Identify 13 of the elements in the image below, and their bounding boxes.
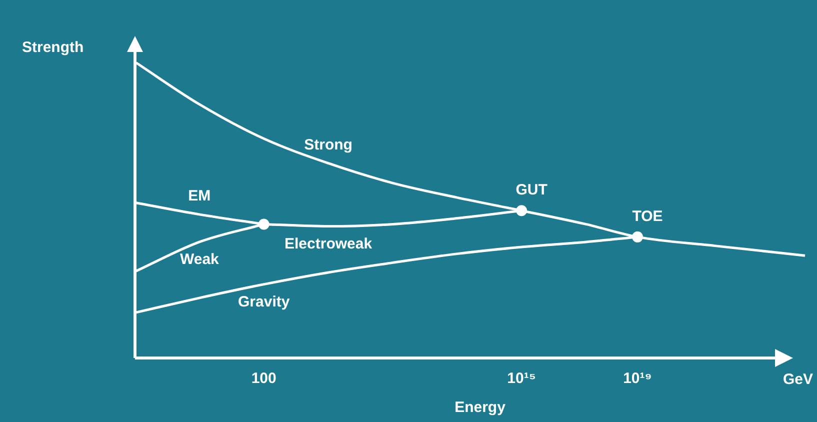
series-label: Strong xyxy=(304,136,352,154)
x-axis-title: Energy xyxy=(454,399,506,416)
series-label: Gravity xyxy=(238,293,290,310)
series-label: Weak xyxy=(180,251,220,268)
x-tick-label: 10¹⁵ xyxy=(507,370,536,388)
x-tick-label: 100 xyxy=(251,370,276,388)
annotation: GUT xyxy=(516,182,548,199)
series-label: EM xyxy=(188,188,211,205)
text: GeV xyxy=(783,371,814,388)
annotation: TOE xyxy=(632,208,663,226)
y-axis-title: Strength xyxy=(22,39,84,56)
series-label: Electroweak xyxy=(284,235,373,252)
x-tick-label: 10¹⁹ xyxy=(623,370,652,388)
